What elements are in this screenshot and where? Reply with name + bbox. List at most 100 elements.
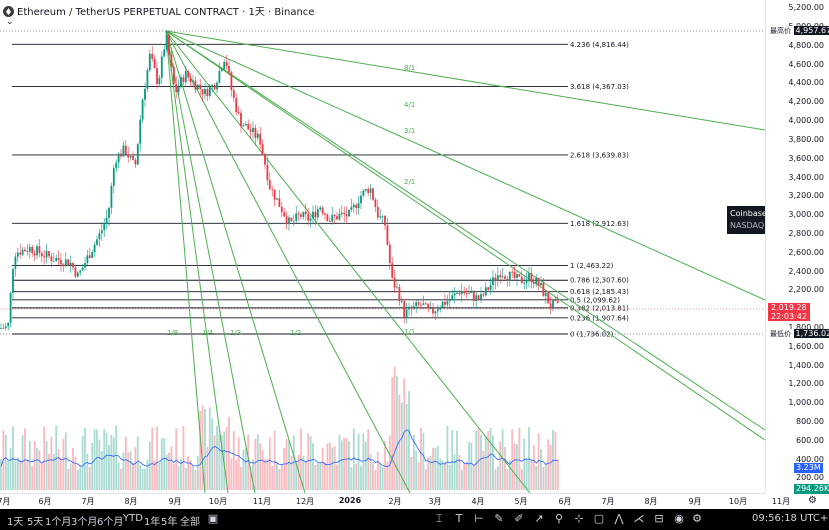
candle-body <box>266 164 269 181</box>
timeframe-button[interactable]: 1天 <box>7 517 24 528</box>
clock[interactable]: 09:56:18 UTC+8 <box>752 513 829 524</box>
gann-fan-line[interactable] <box>165 30 531 493</box>
ruler-icon[interactable]: ⊟ <box>654 512 664 525</box>
gann-fan[interactable]: 8/1 4/1 3/1 2/1 1/1 1/2 1/3 1/4 1/8 <box>165 30 765 493</box>
volume-bar <box>388 435 391 490</box>
candle-body <box>439 307 442 310</box>
candle-body <box>148 53 151 71</box>
volume-bar <box>540 449 542 490</box>
timeframe-button[interactable]: 5天 <box>27 517 44 528</box>
low-price-label: 最低价 1,736.02 <box>768 329 829 339</box>
volume-bar <box>259 443 262 490</box>
candle-body <box>280 206 283 213</box>
volume-bar <box>331 447 334 490</box>
timeframe-button[interactable]: 1年 <box>144 517 161 528</box>
volume-bar <box>489 427 492 490</box>
volume-bar <box>218 434 221 490</box>
volume-bar <box>165 454 168 490</box>
price-chart[interactable]: 4.236 (4,816.44) 3.618 (4,367.03) 2.618 (3… <box>0 0 765 493</box>
gann-fan-line[interactable] <box>165 30 765 441</box>
volume-bar <box>74 456 77 490</box>
volume-bar <box>256 434 259 490</box>
pin-icon[interactable]: ⚲ <box>554 512 564 525</box>
candle-body <box>117 153 120 163</box>
timeframe-button[interactable]: 5年 <box>161 517 178 528</box>
volume-bar <box>153 460 156 490</box>
path-icon[interactable]: ⊢ <box>474 512 484 525</box>
fib-level-label: 0.236 (1,907.64) <box>570 314 629 322</box>
settings-icon[interactable]: ⚙ <box>692 512 702 525</box>
gann-fan-line[interactable] <box>165 30 206 493</box>
gann-fan-line[interactable] <box>165 30 306 493</box>
volume-bar <box>288 440 290 490</box>
candle-body <box>48 251 50 257</box>
gann-fan-line[interactable] <box>165 30 256 493</box>
price-axis[interactable]: 5,200.005,000.004,800.004,600.004,400.00… <box>765 0 829 506</box>
collapse-chevron-icon[interactable]: ⌄ <box>6 17 14 27</box>
volume-bar <box>115 425 118 490</box>
eye-icon[interactable]: ◉ <box>674 512 684 525</box>
candle-body <box>103 224 106 231</box>
gann-fan-line[interactable] <box>165 30 765 301</box>
timeframe-button[interactable]: 全部 <box>180 517 200 528</box>
brush-icon[interactable]: ✎ <box>494 512 504 525</box>
timeframe-button[interactable]: 6个月 <box>97 517 124 528</box>
candle-body <box>158 77 161 85</box>
candle-body <box>516 273 518 279</box>
gann-icon[interactable]: ⋌ <box>633 512 645 525</box>
symbol-title[interactable]: Ethereum / TetherUS PERPETUAL CONTRACT ·… <box>3 3 314 18</box>
timeframe-button[interactable]: 3个月 <box>71 517 98 528</box>
price-tick: 3,000.00 <box>788 210 824 220</box>
volume-bar <box>67 469 70 490</box>
candle-body <box>232 90 235 98</box>
volume-bar <box>76 469 79 490</box>
volume-bar <box>312 443 314 490</box>
price-tick: 5,200.00 <box>788 3 824 13</box>
chart-area[interactable]: 4.236 (4,816.44) 3.618 (4,367.03) 2.618 (3… <box>0 0 765 493</box>
pattern-icon[interactable]: ⋀ <box>614 512 624 525</box>
measure-icon[interactable]: ⊹ <box>574 512 584 525</box>
volume-bar <box>417 462 420 490</box>
axis-settings-icon[interactable]: ⚙ <box>808 495 817 506</box>
candle-body <box>139 119 142 144</box>
volume-bar <box>223 431 226 490</box>
candle-body <box>165 34 168 50</box>
volume-bar <box>544 463 547 490</box>
volume-bar <box>424 469 427 490</box>
candle-body <box>350 207 353 210</box>
pencil-icon[interactable]: ✐ <box>514 512 524 525</box>
gann-fan-line[interactable] <box>165 30 229 493</box>
volume-bar <box>374 469 377 490</box>
gann-fan-line[interactable] <box>165 30 411 493</box>
time-tick: 10月 <box>728 497 748 506</box>
candle-body <box>288 217 290 224</box>
volume-bar <box>412 434 415 490</box>
volume-bar <box>60 458 62 490</box>
candle-body <box>55 257 58 261</box>
candle-body <box>336 216 338 220</box>
volume-bar <box>376 451 379 490</box>
timeframe-button[interactable]: YTD <box>123 513 143 524</box>
volume-bar <box>446 425 449 490</box>
gann-fan-line[interactable] <box>165 30 765 131</box>
arrow-icon[interactable]: ↗ <box>534 512 544 525</box>
cursor-icon[interactable]: ⌶ <box>435 512 443 525</box>
volume-bar <box>427 456 430 490</box>
candle-body <box>331 214 334 222</box>
gann-fan-label: 1/4 <box>202 329 214 337</box>
text-icon[interactable]: T <box>455 512 463 525</box>
gann-fan-line[interactable] <box>165 30 765 431</box>
time-axis[interactable]: 7月 6月 7月 8月 9月 10月 11月 12月 2026 2月 3月 4月 5月 6月 7月 8月 9月 1… <box>0 493 790 510</box>
volume-bars <box>0 366 559 490</box>
candle-body <box>242 125 245 127</box>
calendar-icon[interactable]: ▣ <box>207 512 219 525</box>
candle-body <box>247 123 250 130</box>
candle-body <box>499 275 502 278</box>
fib-level-label: 0.618 (2,185.43) <box>570 288 629 296</box>
rectangle-icon[interactable]: ▢ <box>593 512 605 525</box>
timeframe-button[interactable]: 1个月 <box>45 517 72 528</box>
candle-body <box>345 214 348 217</box>
volume-bar <box>439 458 442 490</box>
candle-body <box>321 207 324 214</box>
fib-retracement[interactable]: 4.236 (4,816.44) 3.618 (4,367.03) 2.618 (3… <box>12 41 629 339</box>
